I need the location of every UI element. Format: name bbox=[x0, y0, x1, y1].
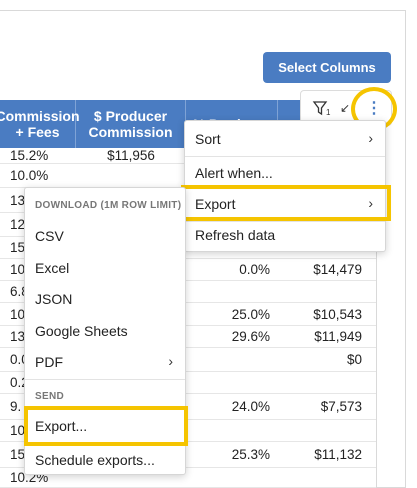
export-option-excel[interactable]: Excel bbox=[25, 252, 185, 284]
table-cell: $14,479 bbox=[313, 262, 362, 277]
export-option-json[interactable]: JSON bbox=[25, 283, 185, 315]
menu-divider bbox=[185, 156, 385, 157]
export-submenu: DOWNLOAD (1M ROW LIMIT) CSV Excel JSON G… bbox=[24, 187, 186, 475]
menu-item-label: PDF bbox=[35, 354, 63, 370]
table-cell: 25.3% bbox=[231, 447, 270, 462]
table-cell bbox=[278, 468, 370, 487]
table-row: 13. 29.6% $11,949 bbox=[0, 326, 376, 348]
table-cell: $11,132 bbox=[314, 447, 362, 462]
menu-divider bbox=[185, 221, 385, 222]
menu-item-label: Excel bbox=[35, 260, 70, 276]
menu-item-refresh[interactable]: Refresh data bbox=[185, 219, 385, 251]
table-row: 10. 25.0% $10,543 bbox=[0, 303, 376, 326]
table-cell: 24.0% bbox=[231, 399, 270, 414]
menu-item-label: Export... bbox=[35, 418, 88, 434]
menu-item-sort[interactable]: Sort › bbox=[185, 123, 385, 155]
column-header-commission-fees[interactable]: Commission + Fees bbox=[0, 100, 80, 148]
section-heading-download: DOWNLOAD (1M ROW LIMIT) bbox=[35, 200, 182, 211]
export-option-pdf[interactable]: PDF › bbox=[25, 346, 185, 378]
table-cell bbox=[186, 348, 274, 371]
menu-item-export[interactable]: Export › bbox=[185, 188, 385, 220]
table-cell: $11,949 bbox=[314, 329, 362, 344]
table-cell: 29.6% bbox=[231, 329, 270, 344]
export-option-csv[interactable]: CSV bbox=[25, 220, 185, 252]
highlight-export-item bbox=[181, 185, 391, 221]
arrows-in-icon[interactable]: ↙ bbox=[339, 101, 351, 115]
menu-item-alert[interactable]: Alert when... bbox=[185, 157, 385, 189]
filter-count-badge: 1 bbox=[326, 108, 331, 117]
filter-icon[interactable]: 1 bbox=[309, 97, 331, 119]
table-cell: $10,543 bbox=[313, 306, 362, 322]
table-cell bbox=[186, 281, 274, 302]
table-cell bbox=[278, 281, 370, 302]
table-cell: $7,573 bbox=[320, 399, 362, 414]
highlight-send-export bbox=[24, 406, 188, 446]
table-cell bbox=[278, 372, 370, 393]
table-cell bbox=[186, 372, 274, 393]
table-cell bbox=[186, 420, 274, 441]
chevron-right-icon: › bbox=[368, 195, 373, 211]
table-cell: $11,956 bbox=[107, 148, 155, 163]
menu-item-label: Export bbox=[195, 196, 236, 212]
menu-item-label: Alert when... bbox=[195, 165, 273, 181]
table-cell bbox=[278, 420, 370, 441]
table-cell: $0 bbox=[346, 352, 362, 367]
menu-divider bbox=[25, 379, 185, 380]
table-cell: 10.0% bbox=[10, 168, 49, 183]
chevron-right-icon: › bbox=[168, 353, 173, 369]
table-cell: 0.0% bbox=[239, 262, 270, 277]
table-cell bbox=[76, 164, 186, 187]
table-cell: 15.2% bbox=[10, 148, 49, 163]
menu-item-label: JSON bbox=[35, 291, 73, 307]
send-option-export[interactable]: Export... bbox=[25, 410, 185, 442]
menu-item-label: CSV bbox=[35, 228, 64, 244]
send-option-schedule-exports[interactable]: Schedule exports... bbox=[25, 444, 185, 476]
menu-item-label: Refresh data bbox=[195, 227, 276, 243]
table-row: 9. 24.0% $7,573 bbox=[0, 394, 376, 420]
menu-item-label: Sort bbox=[195, 131, 221, 147]
export-option-google-sheets[interactable]: Google Sheets bbox=[25, 315, 185, 347]
chevron-right-icon: › bbox=[368, 130, 373, 146]
column-header-producer-commission[interactable]: $ Producer Commission bbox=[76, 100, 186, 148]
table-cell: 25.0% bbox=[231, 306, 270, 322]
table-cell bbox=[186, 468, 274, 487]
menu-item-label: Google Sheets bbox=[35, 323, 128, 339]
menu-item-label: Schedule exports... bbox=[35, 452, 155, 468]
table-cell: 9. bbox=[10, 399, 22, 414]
select-columns-button[interactable]: Select Columns bbox=[263, 52, 391, 83]
section-heading-send: SEND bbox=[35, 391, 64, 402]
